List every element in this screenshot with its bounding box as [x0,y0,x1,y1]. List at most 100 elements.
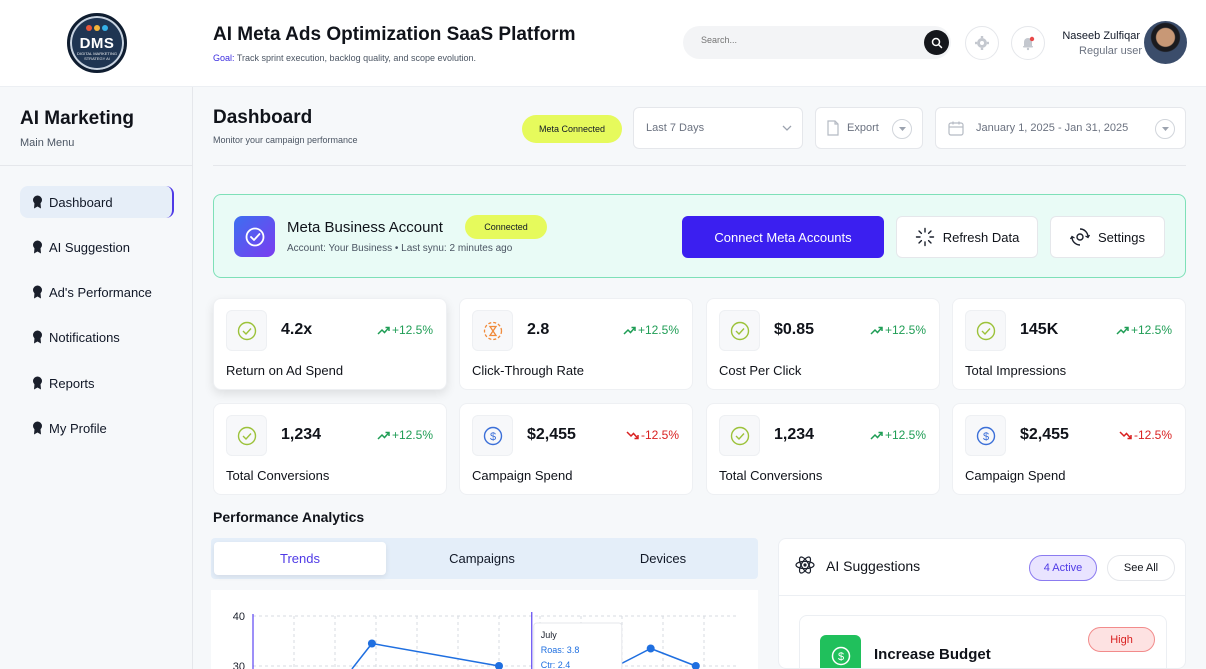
stat-label: Return on Ad Spend [226,363,344,378]
stat-change-value: +12.5% [637,323,679,337]
suggestion-card[interactable]: $ Increase Budget High [799,615,1167,668]
stat-value: 4.2x [281,321,313,338]
svg-text:$: $ [489,431,495,443]
tooltip-line: Ctr: 2.4 [541,660,571,669]
date-range-select-value: Last 7 Days [646,122,705,134]
date-range-picker[interactable]: January 1, 2025 - Jan 31, 2025 [935,107,1186,149]
tooltip-title: July [541,630,558,640]
stat-change: +12.5% [870,323,926,337]
trend-down-icon [1119,430,1132,439]
trends-chart: 40 30 July Roas: 3.8 Ctr: 2.4 [211,590,758,669]
export-button[interactable]: Export [815,107,923,149]
settings-button[interactable] [965,26,999,60]
trend-up-icon [1116,326,1129,335]
loading-icon [915,227,934,247]
export-dropdown[interactable] [892,119,912,139]
goal-line: Goal: Track sprint execution, backlog qu… [213,53,476,63]
stat-change: +12.5% [377,323,433,337]
stat-icon [719,415,760,456]
stat-change: -12.5% [626,428,679,442]
ai-suggestions-panel: AI Suggestions 4 Active See All $ Increa… [778,538,1186,669]
search-box [683,26,951,59]
ai-suggestions-title: AI Suggestions [826,558,921,574]
bell-icon [1023,36,1035,51]
suggestion-icon: $ [820,635,861,668]
settings-label: Settings [1098,229,1145,245]
stat-card-spend[interactable]: $ $2,455 -12.5% Campaign Spend [459,403,693,495]
page-title: Dashboard [213,107,313,128]
tab-devices[interactable]: Devices [639,551,687,566]
stat-card-conversions[interactable]: 1,234 +12.5% Total Conversions [706,403,940,495]
y-tick-label: 40 [233,611,245,623]
chevron-down-icon [898,127,906,131]
trend-up-icon [870,431,883,440]
stat-change: +12.5% [1116,323,1172,337]
see-all-button[interactable]: See All [1107,555,1175,581]
sidebar-item-reports[interactable]: Reports [20,367,174,399]
search-button[interactable] [924,30,949,55]
stat-change-value: +12.5% [391,428,433,442]
sidebar-item-label: AI Suggestion [49,239,130,255]
svg-text:$: $ [982,431,988,443]
stat-card-ctr[interactable]: 2.8 +12.5% Click-Through Rate [459,298,693,390]
data-point [646,644,655,653]
trend-up-icon [623,326,636,335]
notifications-button[interactable] [1011,26,1045,60]
sidebar-item-ads-performance[interactable]: Ad's Performance [20,276,174,308]
stat-card-spend[interactable]: $ $2,455 -12.5% Campaign Spend [952,403,1186,495]
priority-badge: High [1088,627,1155,652]
data-point [691,662,700,669]
series-line [351,642,500,669]
sidebar-item-my-profile[interactable]: My Profile [20,412,174,444]
badge-icon [33,195,42,209]
atom-icon [795,556,815,574]
data-point [495,662,503,669]
stat-label: Cost Per Click [719,363,802,378]
suggestion-title: Increase Budget [874,646,991,663]
sidebar-item-dashboard[interactable]: Dashboard [20,186,174,218]
sidebar-item-label: Dashboard [49,194,113,210]
gear-sync-icon [1070,228,1090,246]
dms-logo[interactable]: DMS DIGITAL MARKETING STRATEGY AI [67,13,127,73]
analytics-tabs: Trends Campaigns Devices [211,538,758,579]
avatar[interactable] [1144,21,1187,64]
tab-campaigns[interactable]: Campaigns [449,551,515,566]
date-range-dropdown[interactable] [1155,119,1175,139]
settings-button[interactable]: Settings [1050,216,1165,258]
chevron-down-icon [782,125,792,131]
date-range-select[interactable]: Last 7 Days [633,107,803,149]
refresh-data-button[interactable]: Refresh Data [896,216,1038,258]
goal-label: Goal: [213,53,235,63]
tooltip-box [533,622,623,669]
check-circle-icon [976,321,995,340]
user-name[interactable]: Naseeb Zulfiqar [1062,30,1140,42]
stat-card-roas[interactable]: 4.2x +12.5% Return on Ad Spend [213,298,447,390]
stat-change-value: -12.5% [1133,428,1172,442]
stat-change: +12.5% [623,323,679,337]
stat-card-conversions[interactable]: 1,234 +12.5% Total Conversions [213,403,447,495]
trend-up-icon [377,326,390,335]
tab-trends[interactable]: Trends [214,542,386,575]
sidebar-item-ai-suggestion[interactable]: AI Suggestion [20,231,174,263]
connected-badge: Connected [465,215,547,239]
gear-icon [975,36,989,50]
search-icon [931,37,942,48]
trend-up-icon [870,326,883,335]
sidebar-item-notifications[interactable]: Notifications [20,321,174,353]
connect-meta-accounts-button[interactable]: Connect Meta Accounts [682,216,884,258]
dollar-icon: $ [831,646,850,665]
search-input[interactable] [701,35,901,45]
stat-value: 145K [1020,321,1059,338]
goal-text: Track sprint execution, backlog quality,… [236,53,476,63]
stat-card-impressions[interactable]: 145K +12.5% Total Impressions [952,298,1186,390]
sidebar-item-label: Reports [49,375,95,391]
sidebar-title: AI Marketing [20,108,135,129]
top-header: DMS DIGITAL MARKETING STRATEGY AI AI Met… [0,0,1206,87]
stat-icon: $ [472,415,513,456]
data-point [367,639,376,648]
stat-icon [719,310,760,351]
stat-label: Total Conversions [226,468,330,483]
stat-card-cpc[interactable]: $0.85 +12.5% Cost Per Click [706,298,940,390]
stat-value: 2.8 [527,321,550,338]
meta-connected-badge: Meta Connected [522,115,622,143]
